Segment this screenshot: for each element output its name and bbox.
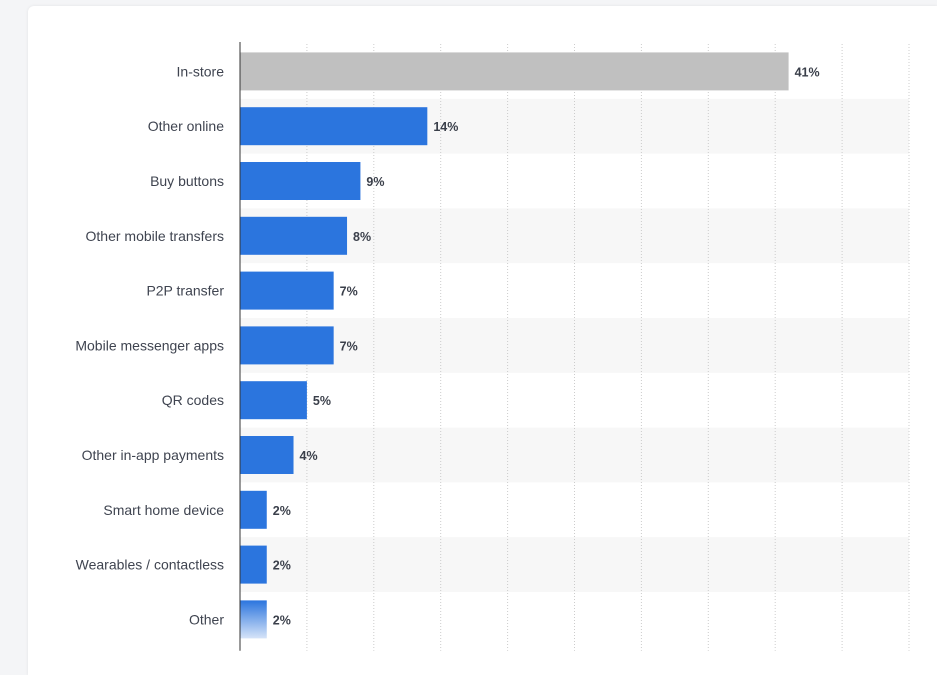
bar[interactable] xyxy=(240,436,294,474)
bar[interactable] xyxy=(240,52,789,91)
category-label: Other in-app payments xyxy=(82,447,224,463)
bar[interactable] xyxy=(240,271,334,310)
value-label: 7% xyxy=(340,339,358,353)
value-label: 9% xyxy=(366,175,384,189)
bar[interactable] xyxy=(240,162,361,200)
category-labels: In-store Other online Buy buttons Other mob… xyxy=(75,63,224,627)
bar[interactable] xyxy=(240,600,267,639)
chart-card: In-store Other online Buy buttons Other mob… xyxy=(28,6,937,675)
category-label: Other xyxy=(189,611,224,627)
category-label: Wearables / contactless xyxy=(76,557,224,573)
row-band xyxy=(240,318,909,373)
category-label: Smart home device xyxy=(103,502,224,518)
value-label: 4% xyxy=(300,449,318,463)
value-label: 2% xyxy=(273,504,291,518)
category-label: In-store xyxy=(177,63,225,79)
value-label: 14% xyxy=(433,120,458,134)
bar[interactable] xyxy=(240,490,267,529)
value-label: 5% xyxy=(313,394,331,408)
row-band xyxy=(240,537,909,592)
value-label: 2% xyxy=(273,613,291,627)
bar[interactable] xyxy=(240,326,334,365)
category-label: Mobile messenger apps xyxy=(75,337,224,353)
row-bands xyxy=(240,98,909,592)
value-labels: 41% 14% 9% 8% 7% 7% 5% 4% 2% 2% 2% xyxy=(273,65,820,627)
category-label: Other mobile transfers xyxy=(86,228,225,244)
category-label: Other online xyxy=(148,118,224,134)
value-label: 41% xyxy=(795,65,820,79)
bar[interactable] xyxy=(240,381,307,420)
bar-chart: In-store Other online Buy buttons Other mob… xyxy=(75,42,910,651)
bar[interactable] xyxy=(240,545,267,584)
value-label: 7% xyxy=(340,285,358,299)
category-label: QR codes xyxy=(162,392,224,408)
bar[interactable] xyxy=(240,107,428,146)
category-label: Buy buttons xyxy=(150,173,224,189)
value-label: 2% xyxy=(273,559,291,573)
value-label: 8% xyxy=(353,230,371,244)
bar[interactable] xyxy=(240,216,348,255)
category-label: P2P transfer xyxy=(146,283,224,299)
bars xyxy=(240,52,789,639)
